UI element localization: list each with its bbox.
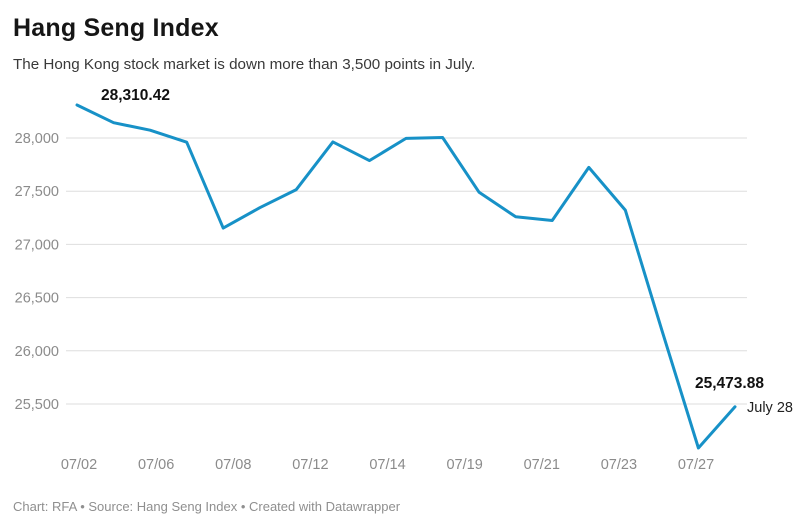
x-axis-tick-label: 07/08: [215, 457, 251, 473]
y-axis-tick-label: 28,000: [15, 131, 59, 147]
annotation-end-date-label: July 28: [747, 400, 793, 416]
y-axis-tick-label: 25,500: [15, 397, 59, 413]
chart-title: Hang Seng Index: [13, 14, 219, 42]
y-axis-tick-label: 26,000: [15, 344, 59, 360]
chart-subtitle: The Hong Kong stock market is down more …: [13, 56, 476, 73]
x-axis-tick-label: 07/23: [601, 457, 637, 473]
x-axis-tick-label: 07/21: [524, 457, 560, 473]
x-axis-tick-label: 07/06: [138, 457, 174, 473]
x-axis-tick-label: 07/02: [61, 457, 97, 473]
x-axis-tick-label: 07/19: [446, 457, 482, 473]
y-axis-tick-label: 26,500: [15, 291, 59, 307]
chart-footer-credits: Chart: RFA • Source: Hang Seng Index • C…: [13, 499, 401, 514]
annotation-end-value: 25,473.88: [695, 375, 764, 392]
x-axis-tick-label: 07/14: [369, 457, 405, 473]
y-axis-tick-label: 27,000: [15, 237, 59, 253]
hang-seng-index-line: [75, 103, 737, 450]
x-axis-tick-label: 07/27: [678, 457, 714, 473]
annotation-start-value: 28,310.42: [101, 87, 170, 104]
x-axis-tick-label: 07/12: [292, 457, 328, 473]
y-axis-tick-label: 27,500: [15, 184, 59, 200]
